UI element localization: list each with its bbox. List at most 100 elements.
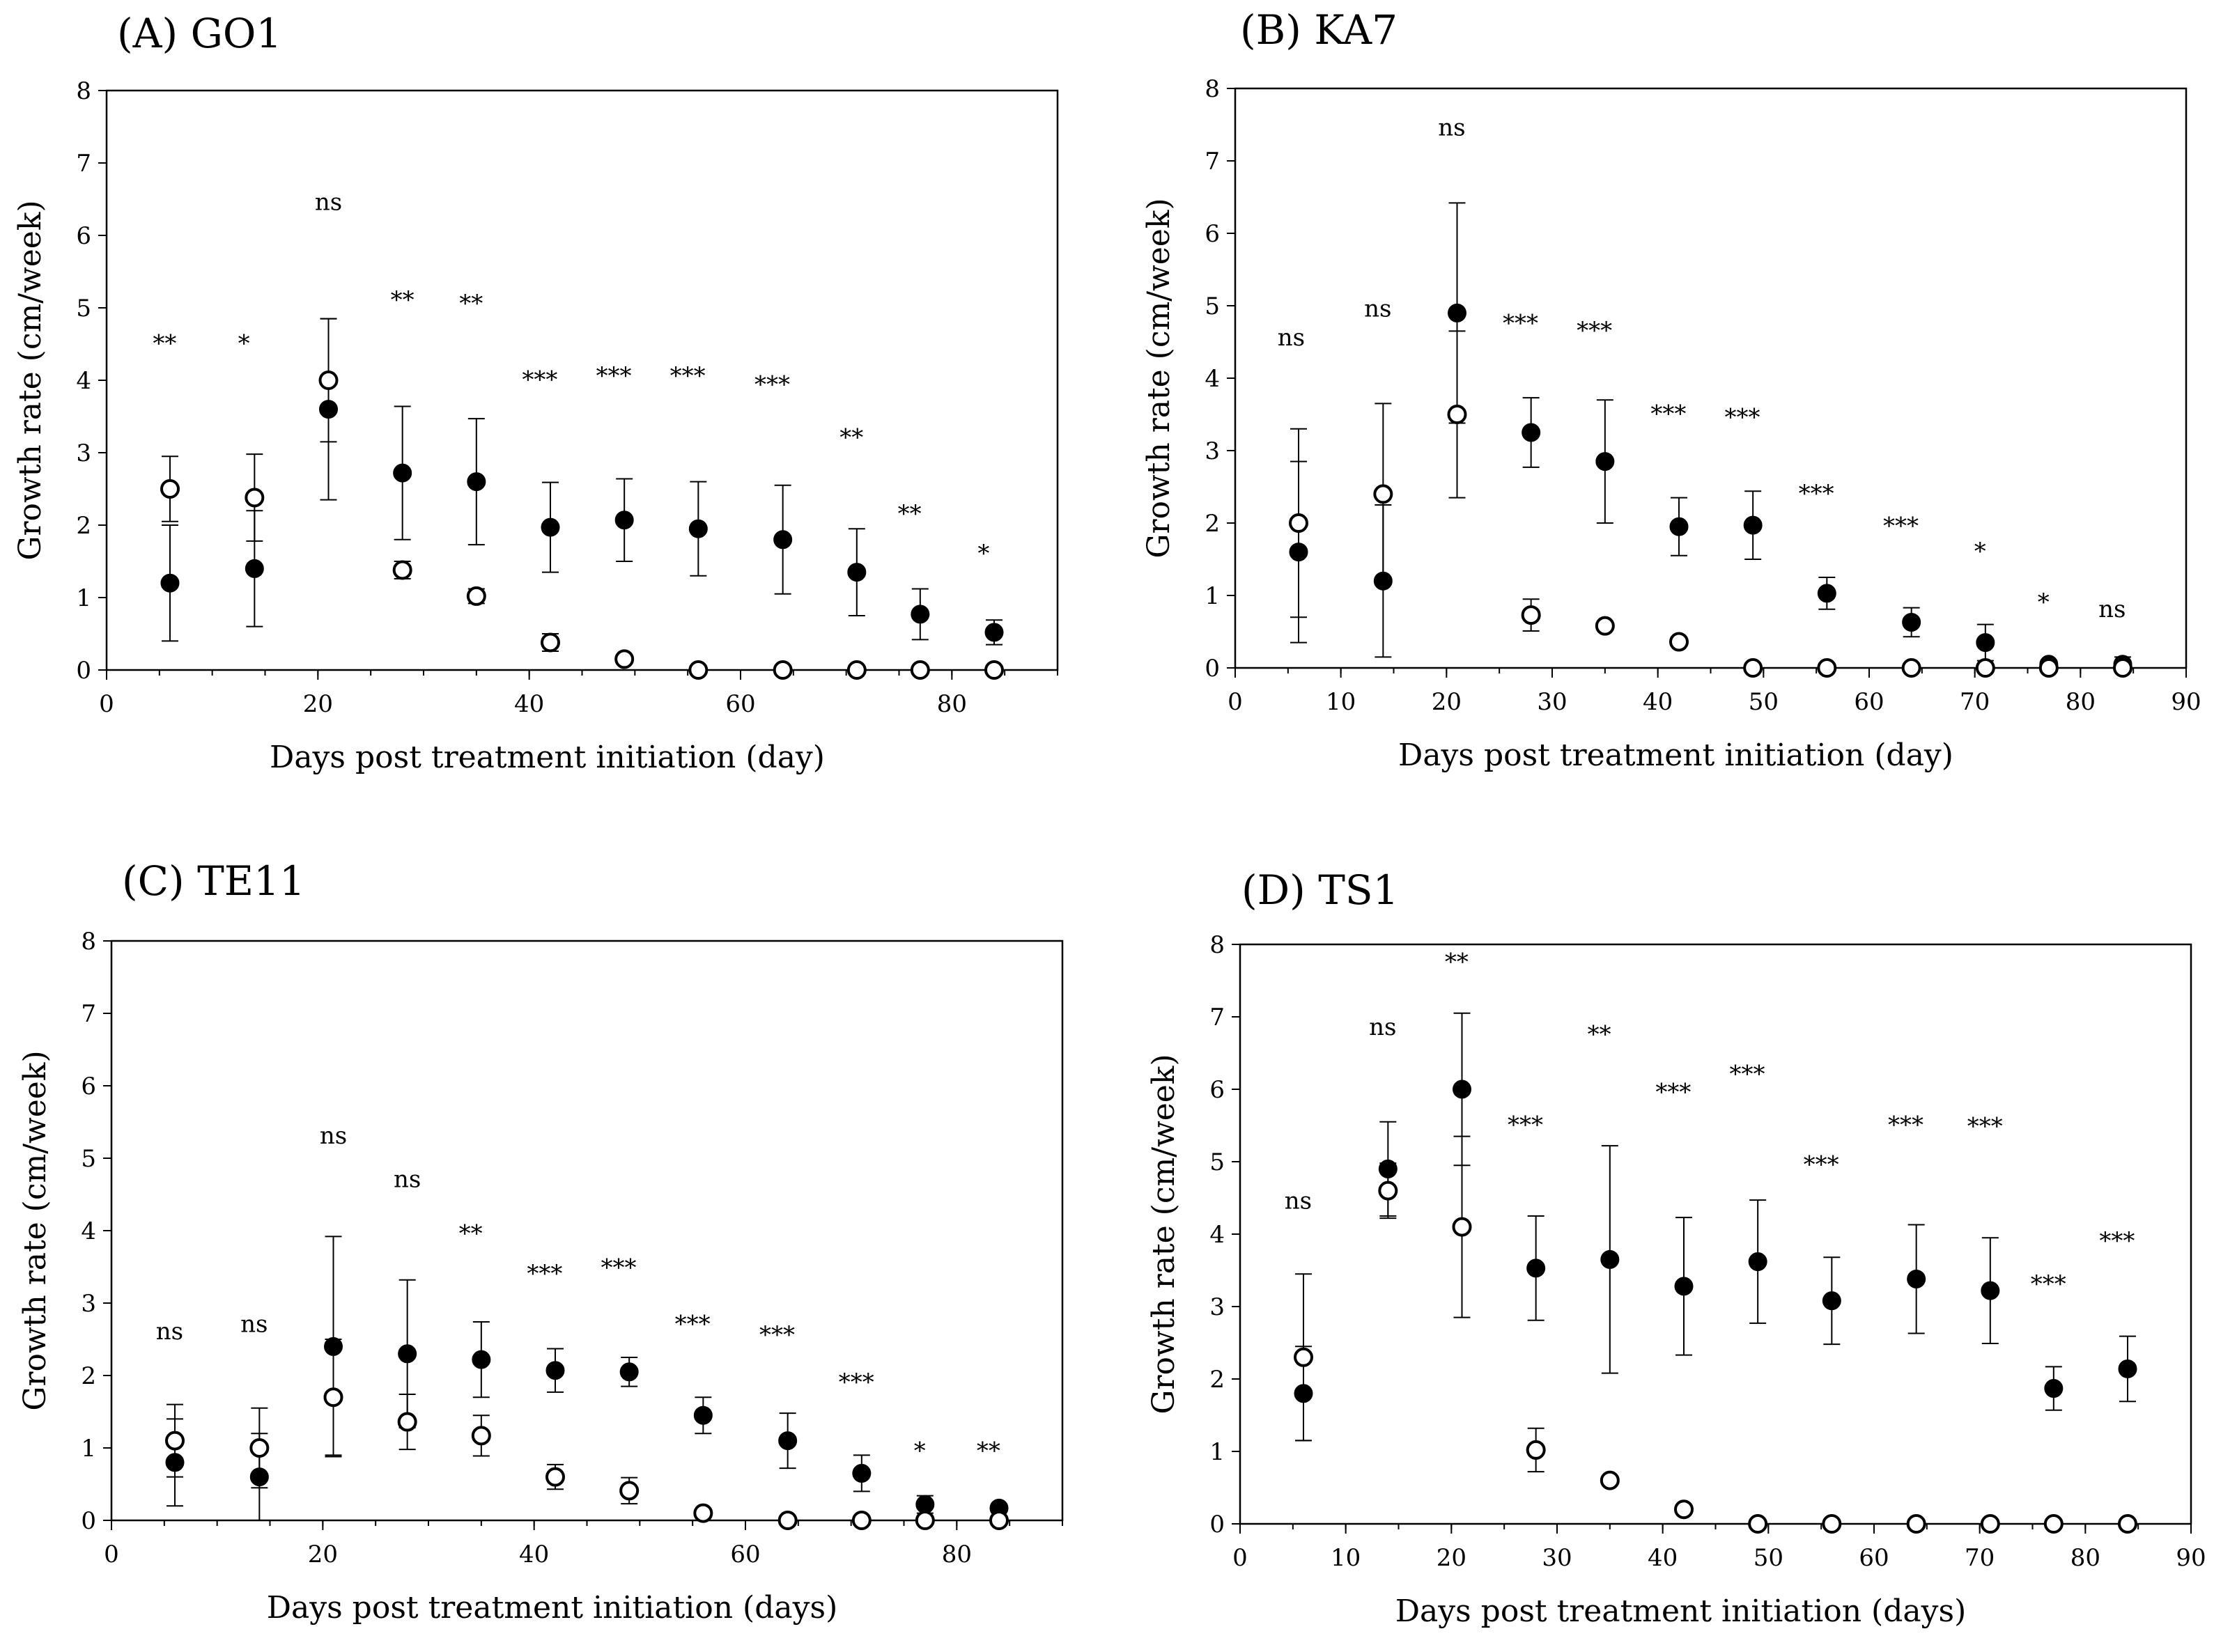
x-tick-label: 40 bbox=[1643, 688, 1673, 716]
filled-circle-point bbox=[324, 1337, 343, 1356]
open-circle-point bbox=[851, 1511, 872, 1530]
y-axis-label: Growth rate (cm/week) bbox=[13, 200, 48, 560]
open-circle-point bbox=[245, 488, 265, 508]
y-tick-label: 6 bbox=[1205, 220, 1220, 248]
open-circle-point bbox=[1975, 658, 1995, 678]
significance-label: *** bbox=[1804, 1151, 1839, 1179]
y-tick-label: 6 bbox=[81, 1073, 96, 1100]
significance-label: *** bbox=[596, 362, 632, 390]
significance-label: *** bbox=[839, 1369, 874, 1396]
filled-circle-point bbox=[165, 1453, 185, 1472]
filled-circle-point bbox=[1743, 515, 1763, 535]
filled-circle-point bbox=[1522, 423, 1541, 442]
x-tick-label: 0 bbox=[99, 690, 114, 718]
y-tick-label: 3 bbox=[1205, 437, 1220, 465]
y-tick-label: 8 bbox=[76, 77, 91, 105]
y-tick-label: 3 bbox=[81, 1290, 96, 1318]
y-tick-label: 7 bbox=[81, 1000, 96, 1028]
y-tick-label: 2 bbox=[1205, 510, 1220, 538]
significance-label: * bbox=[977, 540, 989, 568]
x-tick-label: 50 bbox=[1754, 1544, 1783, 1572]
filled-circle-point bbox=[1448, 303, 1466, 322]
open-circle-point bbox=[1743, 658, 1763, 678]
x-tick-label: 40 bbox=[1648, 1544, 1678, 1572]
filled-circle-point bbox=[1289, 543, 1308, 562]
filled-circle-point bbox=[847, 563, 867, 582]
open-circle-point bbox=[614, 649, 635, 669]
x-tick-label: 60 bbox=[725, 690, 755, 718]
y-tick-label: 5 bbox=[1209, 1148, 1225, 1176]
y-axis-label: Growth rate (cm/week) bbox=[1146, 1054, 1182, 1414]
significance-label: *** bbox=[1725, 404, 1760, 432]
filled-circle-point bbox=[773, 530, 793, 550]
y-tick-label: 4 bbox=[1205, 365, 1220, 393]
y-tick-label: 7 bbox=[76, 150, 91, 178]
x-tick-label: 70 bbox=[1965, 1544, 1995, 1572]
x-tick-label: 60 bbox=[1859, 1544, 1889, 1572]
significance-label: ns bbox=[394, 1166, 421, 1194]
significance-label: *** bbox=[1503, 309, 1538, 337]
x-tick-label: 30 bbox=[1537, 688, 1567, 716]
x-tick-label: 0 bbox=[1232, 1544, 1248, 1572]
y-tick-label: 0 bbox=[1209, 1511, 1225, 1538]
significance-label: *** bbox=[1883, 513, 1919, 540]
filled-circle-point bbox=[693, 1405, 713, 1425]
filled-circle-point bbox=[688, 519, 708, 538]
open-circle-point bbox=[249, 1438, 270, 1458]
filled-circle-point bbox=[249, 1467, 269, 1487]
open-circle-point bbox=[915, 1511, 935, 1530]
filled-circle-point bbox=[1526, 1259, 1546, 1278]
panel-title: (C) TE11 bbox=[122, 857, 305, 905]
y-tick-label: 2 bbox=[81, 1362, 96, 1390]
significance-label: ns bbox=[240, 1311, 268, 1339]
y-tick-label: 8 bbox=[1209, 931, 1225, 959]
filled-circle-point bbox=[1822, 1291, 1841, 1311]
filled-circle-point bbox=[852, 1463, 872, 1483]
filled-circle-point bbox=[778, 1431, 798, 1451]
significance-label: *** bbox=[522, 366, 557, 393]
y-tick-label: 1 bbox=[1209, 1438, 1225, 1466]
open-circle-point bbox=[984, 660, 1004, 680]
significance-label: ns bbox=[1438, 114, 1465, 142]
significance-label: *** bbox=[1730, 1061, 1765, 1089]
panel-title: (A) GO1 bbox=[117, 10, 281, 57]
filled-circle-point bbox=[1669, 517, 1689, 536]
y-tick-label: 6 bbox=[76, 222, 91, 250]
significance-label: ns bbox=[315, 189, 342, 217]
filled-circle-point bbox=[911, 605, 930, 624]
open-circle-point bbox=[1289, 513, 1308, 533]
x-tick-label: 0 bbox=[104, 1541, 119, 1568]
filled-circle-point bbox=[160, 573, 180, 593]
x-tick-label: 70 bbox=[1960, 688, 1990, 716]
significance-label: ** bbox=[977, 1437, 1000, 1465]
filled-circle-point bbox=[1674, 1277, 1694, 1296]
x-tick-label: 20 bbox=[303, 690, 333, 718]
filled-circle-point bbox=[398, 1344, 417, 1364]
open-circle-point bbox=[1748, 1514, 1768, 1534]
significance-label: ns bbox=[2098, 595, 2126, 623]
significance-label: *** bbox=[759, 1321, 795, 1349]
y-tick-label: 0 bbox=[76, 657, 91, 685]
open-circle-point bbox=[1674, 1499, 1694, 1520]
y-tick-label: 8 bbox=[1205, 75, 1220, 103]
x-tick-label: 60 bbox=[730, 1541, 760, 1568]
filled-circle-point bbox=[1902, 612, 1921, 632]
panel-title: (B) KA7 bbox=[1240, 6, 1398, 54]
y-axis-label: Growth rate (cm/week) bbox=[1141, 198, 1177, 558]
significance-label: ns bbox=[1285, 1187, 1312, 1215]
filled-circle-point bbox=[393, 463, 412, 483]
open-circle-point bbox=[318, 371, 339, 390]
open-circle-point bbox=[910, 660, 930, 680]
x-axis-label: Days post treatment initiation (day) bbox=[270, 740, 825, 775]
filled-circle-point bbox=[1595, 452, 1615, 472]
y-tick-label: 2 bbox=[1209, 1366, 1225, 1394]
open-circle-point bbox=[1294, 1347, 1313, 1367]
filled-circle-point bbox=[619, 1362, 639, 1382]
filled-circle-point bbox=[1907, 1269, 1926, 1288]
x-tick-label: 80 bbox=[942, 1541, 972, 1568]
open-circle-point bbox=[846, 660, 867, 680]
open-circle-point bbox=[2118, 1514, 2137, 1534]
significance-label: *** bbox=[1650, 400, 1686, 428]
